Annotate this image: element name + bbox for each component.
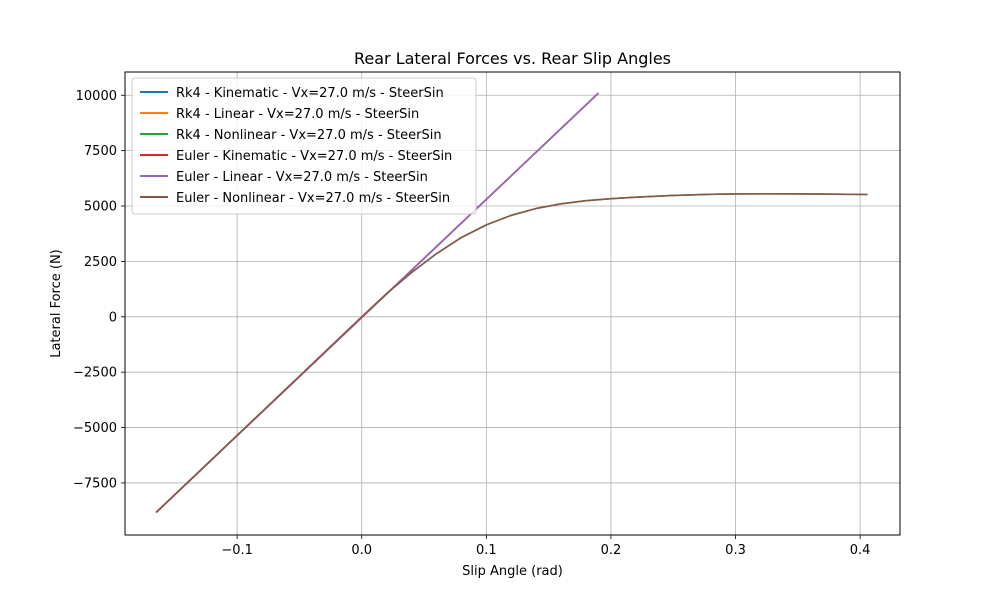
x-tick-label: 0.0 [351, 543, 372, 558]
y-tick-label: −2500 [73, 366, 117, 381]
x-tick-label: −0.1 [221, 543, 253, 558]
series-lines [155, 92, 868, 513]
legend-label-4: Euler - Kinematic - Vx=27.0 m/s - SteerS… [176, 149, 452, 164]
x-tick-label: 0.1 [476, 543, 497, 558]
chart-title: Rear Lateral Forces vs. Rear Slip Angles [354, 49, 671, 68]
series-line-3 [155, 193, 868, 513]
legend-box [131, 77, 477, 215]
x-tick-label: 0.2 [601, 543, 622, 558]
x-tick-label: 0.3 [725, 543, 746, 558]
legend-label-3: Rk4 - Nonlinear - Vx=27.0 m/s - SteerSin [176, 128, 442, 143]
y-tick-label: −5000 [73, 421, 117, 436]
x-axis-label: Slip Angle (rad) [462, 564, 563, 579]
axis-ticks: −0.1 0.0 0.1 0.2 0.3 0.4 −7500 −5000 −2500 0 2500 5… [73, 89, 870, 558]
legend-label-5: Euler - Linear - Vx=27.0 m/s - SteerSin [176, 170, 428, 185]
y-tick-label: 10000 [76, 89, 117, 104]
legend: Rk4 - Kinematic - Vx=27.0 m/s - SteerSin… [131, 77, 477, 215]
y-tick-label: 2500 [84, 255, 117, 270]
x-tick-label: 0.4 [850, 543, 871, 558]
legend-label-6: Euler - Nonlinear - Vx=27.0 m/s - SteerS… [176, 191, 450, 206]
y-axis-label: Lateral Force (N) [49, 249, 64, 358]
y-tick-label: 5000 [84, 200, 117, 215]
y-tick-label: 7500 [84, 144, 117, 159]
legend-label-2: Rk4 - Linear - Vx=27.0 m/s - SteerSin [176, 107, 419, 122]
y-tick-label: −7500 [73, 476, 117, 491]
legend-label-1: Rk4 - Kinematic - Vx=27.0 m/s - SteerSin [176, 86, 444, 101]
y-tick-label: 0 [109, 310, 117, 325]
series-line-6 [155, 193, 868, 513]
plot-frame [124, 71, 901, 536]
